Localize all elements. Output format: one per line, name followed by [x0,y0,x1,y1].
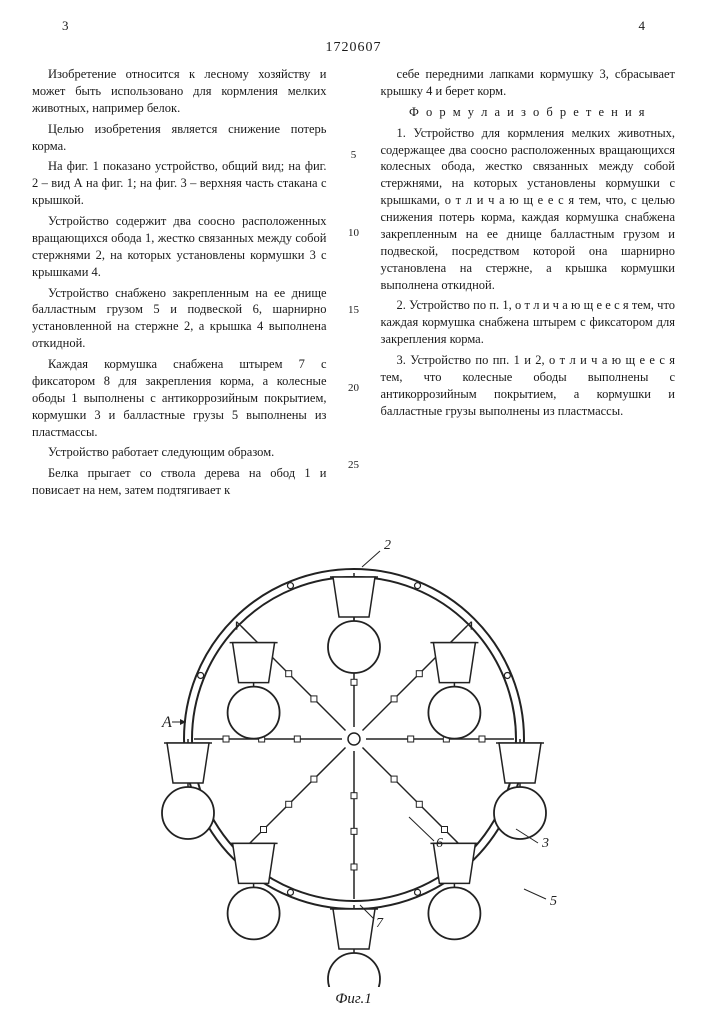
line-number-gutter: 5 10 15 20 25 [345,66,363,503]
page-right: 4 [639,18,646,34]
para: себе передними лапками кормушку 3, сбрас… [381,66,676,100]
line-num: 15 [345,303,363,318]
line-num: 25 [345,458,363,473]
para: Устройство работает следующим образом. [32,444,327,461]
claim: 1. Устройство для кормления мелких живот… [381,125,676,294]
page-left: 3 [62,18,69,34]
figure-1: А26735 Фиг.1 [32,517,675,1008]
claim: 3. Устройство по пп. 1 и 2, о т л и ч а … [381,352,676,420]
svg-text:5: 5 [550,894,557,909]
claim: 2. Устройство по п. 1, о т л и ч а ю щ е… [381,297,676,348]
para: Устройство содержит два соосно расположе… [32,213,327,281]
doc-number: 1720607 [32,40,675,56]
para: Белка прыгает со ствола дерева на обод 1… [32,465,327,499]
svg-text:3: 3 [541,836,549,851]
line-num: 10 [345,226,363,241]
para: Целью изобретения является снижение поте… [32,121,327,155]
para: На фиг. 1 показано устройство, общий вид… [32,158,327,209]
svg-text:6: 6 [436,836,443,851]
left-column: Изобретение относится к лесному хозяйств… [32,66,327,503]
line-num: 20 [345,381,363,396]
right-column: себе передними лапками кормушку 3, сбрас… [381,66,676,503]
line-num: 5 [345,148,363,163]
para: Каждая кормушка снабжена штырем 7 с фикс… [32,356,327,440]
svg-text:7: 7 [376,916,384,931]
svg-text:А: А [161,714,172,731]
svg-text:2: 2 [384,538,391,553]
para: Изобретение относится к лесному хозяйств… [32,66,327,117]
formula-title: Ф о р м у л а и з о б р е т е н и я [381,104,676,121]
para: Устройство снабжено закрепленным на ее д… [32,285,327,353]
